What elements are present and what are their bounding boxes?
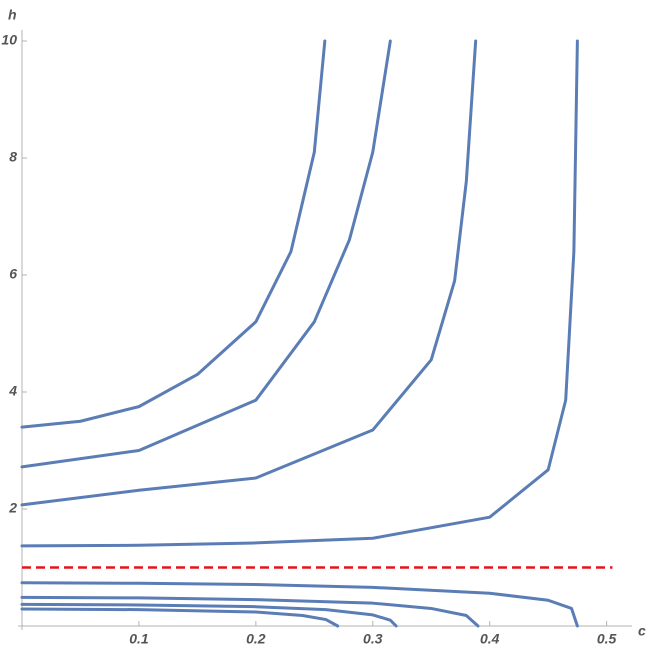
x-tick-label: 0.3 bbox=[363, 631, 383, 647]
y-tick-label: 6 bbox=[9, 266, 17, 282]
curve bbox=[20, 595, 480, 628]
y-tick-label: 4 bbox=[8, 383, 17, 399]
y-tick-label: 10 bbox=[1, 32, 17, 48]
y-tick-label: 8 bbox=[9, 149, 17, 165]
y-tick-label: 2 bbox=[8, 500, 17, 516]
y-axis-label: h bbox=[8, 7, 17, 23]
curve bbox=[20, 607, 340, 628]
curve bbox=[20, 39, 327, 429]
curve bbox=[20, 39, 478, 507]
x-tick-label: 0.2 bbox=[246, 631, 266, 647]
x-tick-label: 0.1 bbox=[129, 631, 149, 647]
curve bbox=[20, 581, 579, 628]
curve bbox=[20, 39, 392, 469]
curve bbox=[20, 602, 398, 628]
x-tick-label: 0.5 bbox=[597, 631, 617, 647]
x-axis-label: c bbox=[638, 623, 646, 639]
curve bbox=[20, 39, 579, 548]
x-tick-label: 0.4 bbox=[480, 631, 500, 647]
